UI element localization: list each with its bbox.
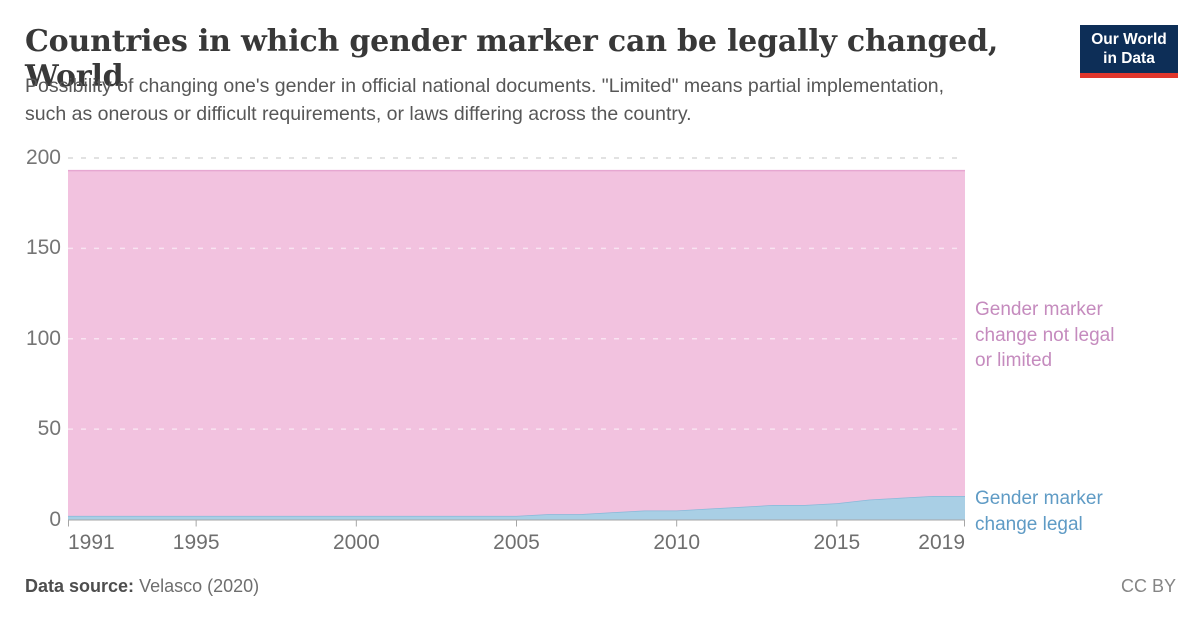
series-label-not-legal[interactable]: Gender marker change not legal or limited <box>975 297 1114 374</box>
license-link[interactable]: CC BY <box>1120 576 1176 596</box>
plot-area[interactable] <box>68 157 965 529</box>
data-source: Data source: Velasco (2020) <box>25 576 259 597</box>
x-tick-label-2010: 2010 <box>653 531 701 554</box>
owid-logo-line1: Our World <box>1091 31 1167 48</box>
series-label-legal[interactable]: Gender marker change legal <box>975 486 1103 537</box>
owid-logo-line2: in Data <box>1103 50 1155 67</box>
area-legal[interactable] <box>68 496 965 520</box>
chart-subtitle: Possibility of changing one's gender in … <box>25 75 945 125</box>
y-tick-label-200: 200 <box>25 146 61 169</box>
series-label-line: change not legal <box>975 324 1115 346</box>
chart-title: Countries in which gender marker can be … <box>25 24 999 94</box>
x-tick-label-2019: 2019 <box>918 531 965 554</box>
x-tick-label-1995: 1995 <box>172 531 220 554</box>
series-label-line: change legal <box>975 513 1083 535</box>
series-label-line: or limited <box>975 350 1053 371</box>
y-tick-label-0: 0 <box>49 507 61 531</box>
owid-logo[interactable]: Our World in Data <box>1080 25 1178 78</box>
y-tick-label-100: 100 <box>25 326 61 350</box>
y-tick-label-150: 150 <box>25 236 61 260</box>
x-tick-label-2005: 2005 <box>493 531 540 554</box>
area-not-legal[interactable] <box>68 170 965 516</box>
data-source-label: Data source: <box>25 576 135 596</box>
data-source-value: Velasco (2020) <box>139 576 260 596</box>
series-label-line: Gender marker <box>975 299 1103 320</box>
y-tick-label-50: 50 <box>37 417 61 441</box>
x-tick-label-1991: 1991 <box>68 531 115 554</box>
x-tick-label-2000: 2000 <box>332 531 380 554</box>
series-label-line: Gender marker <box>975 488 1103 509</box>
x-tick-label-2015: 2015 <box>813 531 861 554</box>
